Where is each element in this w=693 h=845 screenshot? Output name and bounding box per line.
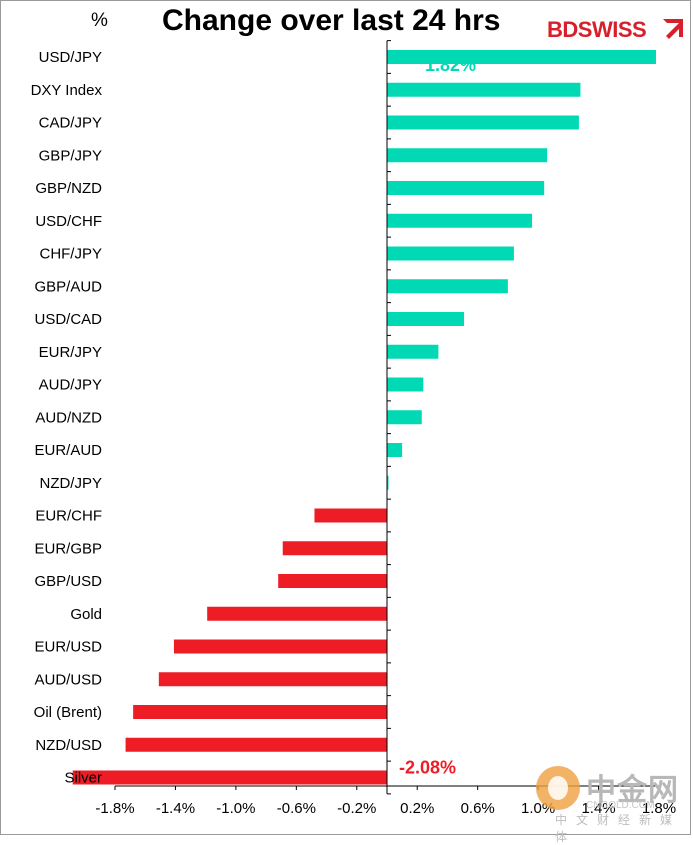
chart-title: Change over last 24 hrs	[162, 4, 501, 37]
bar	[387, 115, 579, 130]
bar	[133, 705, 387, 719]
unit-symbol: %	[91, 10, 108, 31]
x-tick-label: -0.2%	[337, 800, 376, 817]
data-label: -2.08%	[399, 758, 456, 778]
x-tick-label: -1.0%	[216, 800, 255, 817]
category-label: AUD/JPY	[39, 377, 102, 394]
bar	[387, 443, 403, 457]
category-label: USD/CAD	[34, 311, 102, 328]
bar	[387, 246, 514, 261]
x-tick-label: -1.8%	[95, 800, 134, 817]
logo-text-bd: BD	[547, 17, 578, 42]
bar	[387, 344, 439, 359]
category-label: DXY Index	[31, 82, 103, 99]
category-label: Oil (Brent)	[34, 704, 102, 721]
x-tick-label: -0.6%	[277, 800, 316, 817]
x-tick-label: -1.4%	[156, 800, 195, 817]
category-label: GBP/AUD	[34, 278, 102, 295]
bar	[72, 770, 387, 785]
bar	[314, 508, 387, 523]
watermark-brand: 中金网	[586, 774, 679, 807]
category-label: CAD/JPY	[39, 115, 102, 132]
bar	[387, 82, 581, 97]
category-label: EUR/GBP	[34, 540, 102, 557]
category-label: AUD/NZD	[35, 409, 102, 426]
bar	[158, 672, 387, 687]
x-tick-label: 0.6%	[461, 800, 495, 817]
bdswiss-arrow-icon	[663, 19, 683, 39]
watermark-coin-inner	[548, 776, 568, 800]
bar	[173, 639, 387, 654]
bar	[387, 377, 424, 392]
bar	[125, 737, 388, 752]
logo-text-swiss: SWISS	[577, 17, 647, 42]
category-label: EUR/USD	[34, 639, 102, 656]
category-label: USD/CHF	[35, 213, 102, 230]
bar	[387, 312, 465, 326]
category-label: NZD/USD	[35, 737, 102, 754]
category-label: NZD/JPY	[39, 475, 102, 492]
category-label: CHF/JPY	[39, 246, 102, 263]
bar	[278, 574, 387, 588]
category-label: EUR/JPY	[39, 344, 102, 361]
category-label: AUD/USD	[34, 671, 102, 688]
bar	[387, 181, 545, 195]
category-label: EUR/CHF	[35, 508, 102, 525]
x-tick-label: 1.8%	[642, 800, 676, 817]
bar	[282, 541, 387, 556]
x-tick-label: 0.2%	[400, 800, 434, 817]
watermark-tagline: 中文财经新媒体	[555, 813, 682, 844]
bdswiss-logo: BDSWISS	[547, 17, 647, 43]
category-label: GBP/NZD	[35, 180, 102, 197]
category-label: GBP/JPY	[39, 147, 102, 164]
bar	[387, 410, 422, 425]
bar	[207, 606, 387, 621]
data-label: 1.82%	[425, 55, 476, 75]
x-tick-label: 1.4%	[581, 800, 615, 817]
bar	[387, 148, 548, 163]
category-label: GBP/USD	[34, 573, 102, 590]
category-label: USD/JPY	[39, 49, 102, 66]
watermark-url: CNGOLD.COM	[586, 800, 655, 811]
bar	[387, 50, 656, 64]
bar	[387, 213, 533, 228]
category-label: Silver	[64, 770, 102, 787]
bar	[387, 475, 389, 490]
category-label: EUR/AUD	[34, 442, 102, 459]
bar	[387, 279, 508, 294]
category-label: Gold	[70, 606, 102, 623]
